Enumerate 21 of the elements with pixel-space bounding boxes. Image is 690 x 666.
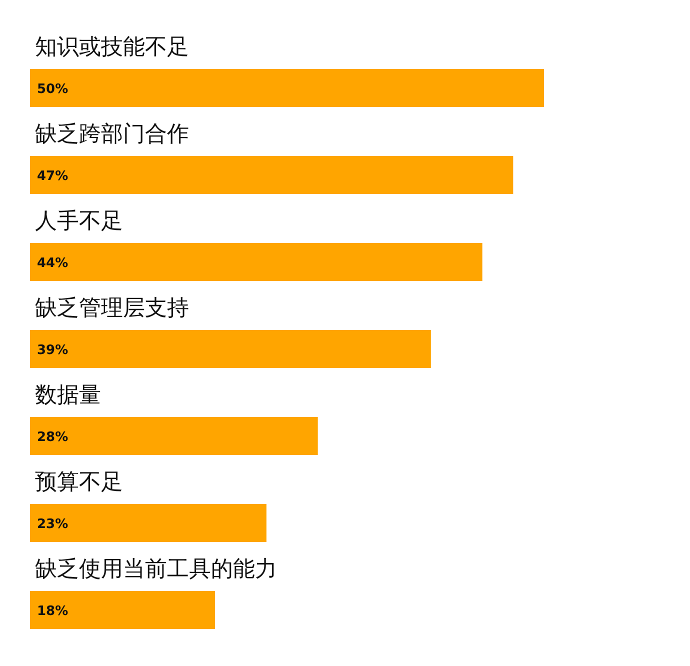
bar <box>30 69 544 107</box>
bar <box>30 591 216 629</box>
data-label: 23% <box>37 517 68 532</box>
bar <box>30 504 266 542</box>
bar <box>30 417 318 455</box>
y-tick-label: 人手不足 <box>35 209 123 234</box>
y-tick-label: 缺乏管理层支持 <box>35 296 189 321</box>
y-tick-label: 预算不足 <box>35 470 123 495</box>
bar <box>30 330 431 368</box>
data-label: 44% <box>37 256 68 271</box>
data-label: 50% <box>37 82 68 97</box>
y-tick-label: 数据量 <box>35 383 101 408</box>
data-label: 39% <box>37 343 68 358</box>
y-tick-label: 缺乏跨部门合作 <box>35 122 189 147</box>
data-label: 18% <box>37 604 68 619</box>
y-tick-label: 知识或技能不足 <box>35 35 189 60</box>
bar <box>30 243 482 281</box>
data-label: 47% <box>37 169 68 184</box>
data-label: 28% <box>37 430 68 445</box>
y-tick-label: 缺乏使用当前工具的能力 <box>35 557 277 582</box>
bar <box>30 156 514 194</box>
